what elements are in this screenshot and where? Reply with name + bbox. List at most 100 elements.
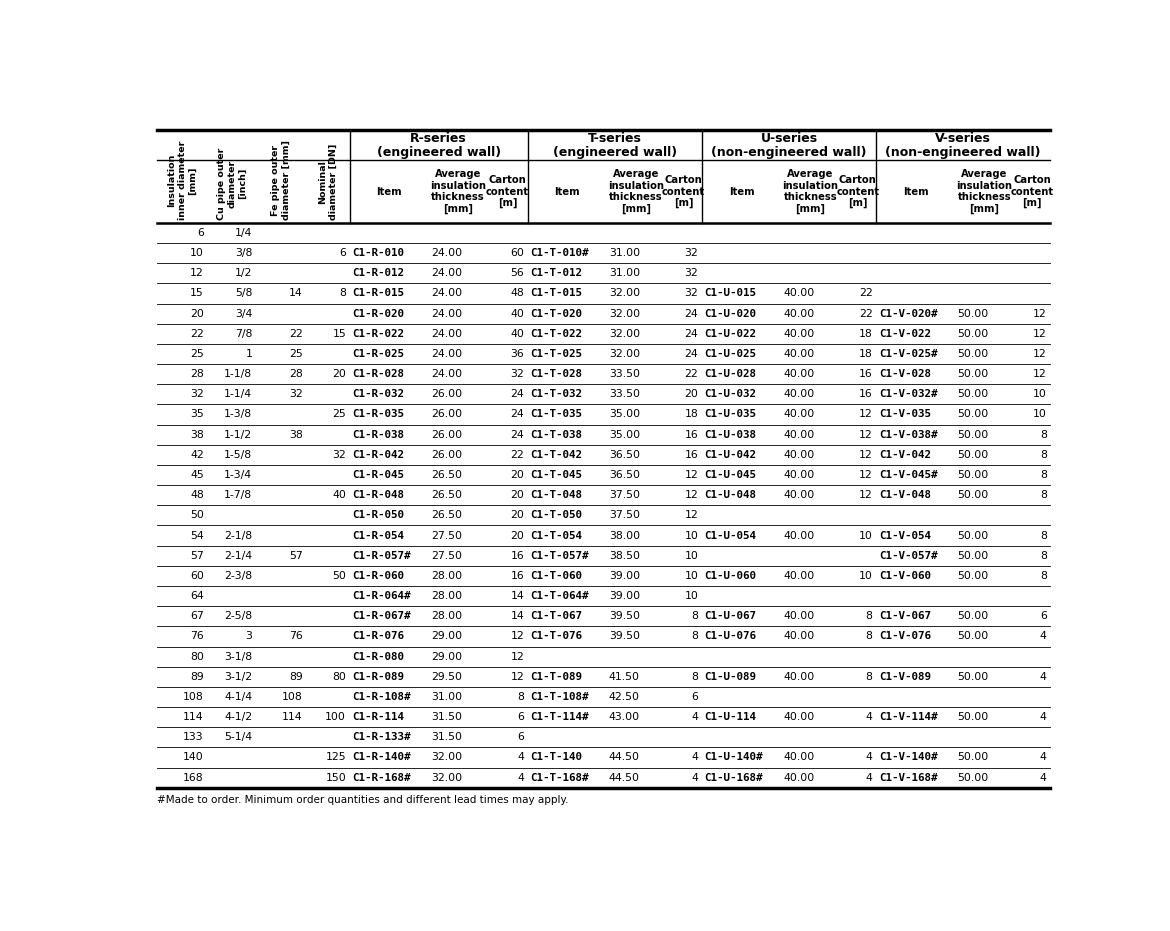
Text: C1-U-114: C1-U-114	[704, 712, 757, 722]
Text: 31.50: 31.50	[431, 712, 462, 722]
Text: 44.50: 44.50	[608, 752, 640, 762]
Text: C1-R-015: C1-R-015	[352, 289, 405, 299]
Text: C1-U-045: C1-U-045	[704, 470, 757, 480]
Text: 39.00: 39.00	[608, 591, 640, 601]
Text: 24.00: 24.00	[431, 248, 462, 258]
Text: 50.00: 50.00	[957, 349, 989, 359]
Text: 1-1/2: 1-1/2	[225, 430, 253, 439]
Text: 14: 14	[510, 591, 524, 601]
Text: 4: 4	[1040, 773, 1047, 783]
Text: 22: 22	[684, 370, 698, 379]
Text: 40.00: 40.00	[783, 712, 814, 722]
Text: 125: 125	[325, 752, 346, 762]
Text: U-series: U-series	[760, 132, 818, 145]
Text: 32.00: 32.00	[608, 289, 640, 299]
Text: 8: 8	[1040, 470, 1047, 480]
Text: 50.00: 50.00	[957, 631, 989, 641]
Text: C1-U-067: C1-U-067	[704, 612, 757, 621]
Text: 4: 4	[866, 773, 873, 783]
Text: C1-U-020: C1-U-020	[704, 308, 757, 318]
Text: 12: 12	[859, 450, 873, 460]
Text: 24.00: 24.00	[431, 349, 462, 359]
Text: 6: 6	[197, 228, 204, 238]
Text: 8: 8	[1040, 430, 1047, 439]
Text: 1-7/8: 1-7/8	[225, 491, 253, 500]
Text: 35.00: 35.00	[608, 410, 640, 420]
Text: C1-R-032: C1-R-032	[352, 389, 405, 399]
Text: C1-T-020: C1-T-020	[530, 308, 583, 318]
Text: 12: 12	[1033, 349, 1047, 359]
Text: 16: 16	[684, 450, 698, 460]
Text: 89: 89	[289, 672, 303, 681]
Text: 12: 12	[510, 672, 524, 681]
Text: (engineered wall): (engineered wall)	[377, 146, 501, 159]
Text: T-series: T-series	[587, 132, 642, 145]
Text: 50.00: 50.00	[957, 450, 989, 460]
Text: 1-3/8: 1-3/8	[225, 410, 253, 420]
Text: 31.00: 31.00	[608, 248, 640, 258]
Text: 4: 4	[1040, 712, 1047, 722]
Text: 32: 32	[684, 289, 698, 299]
Text: 12: 12	[190, 268, 204, 278]
Text: 10: 10	[684, 551, 698, 560]
Text: 1/2: 1/2	[235, 268, 253, 278]
Text: 26.00: 26.00	[431, 389, 462, 399]
Text: 12: 12	[1033, 370, 1047, 379]
Text: 50.00: 50.00	[957, 370, 989, 379]
Text: 80: 80	[190, 652, 204, 662]
Text: 64: 64	[190, 591, 204, 601]
Text: C1-R-042: C1-R-042	[352, 450, 405, 460]
Text: 114: 114	[282, 712, 303, 722]
Text: 4-1/4: 4-1/4	[225, 692, 253, 702]
Text: 20: 20	[510, 510, 524, 520]
Text: 36: 36	[510, 349, 524, 359]
Text: 28.00: 28.00	[431, 612, 462, 621]
Text: 40.00: 40.00	[783, 531, 814, 541]
Text: C1-R-133#: C1-R-133#	[352, 733, 411, 742]
Text: 12: 12	[859, 410, 873, 420]
Text: 4: 4	[1040, 631, 1047, 641]
Text: C1-T-050: C1-T-050	[530, 510, 583, 520]
Text: 26.00: 26.00	[431, 410, 462, 420]
Text: 24.00: 24.00	[431, 268, 462, 278]
Text: 26.50: 26.50	[431, 470, 462, 480]
Text: R-series: R-series	[411, 132, 467, 145]
Text: 40: 40	[510, 329, 524, 339]
Text: C1-T-010#: C1-T-010#	[530, 248, 589, 258]
Text: 44.50: 44.50	[608, 773, 640, 783]
Text: C1-V-032#: C1-V-032#	[879, 389, 937, 399]
Text: 50.00: 50.00	[957, 672, 989, 681]
Text: C1-U-032: C1-U-032	[704, 389, 757, 399]
Text: 3-1/2: 3-1/2	[225, 672, 253, 681]
Text: 8: 8	[866, 631, 873, 641]
Text: V-series: V-series	[935, 132, 991, 145]
Text: 50: 50	[190, 510, 204, 520]
Text: Carton
content
[m]: Carton content [m]	[486, 175, 529, 209]
Text: 10: 10	[190, 248, 204, 258]
Text: Carton
content
[m]: Carton content [m]	[837, 175, 880, 209]
Text: 20: 20	[510, 470, 524, 480]
Text: Average
insulation
thickness
[mm]: Average insulation thickness [mm]	[608, 169, 665, 214]
Text: 24.00: 24.00	[431, 289, 462, 299]
Text: Item: Item	[729, 186, 755, 196]
Text: 43.00: 43.00	[608, 712, 640, 722]
Text: 25: 25	[332, 410, 346, 420]
Text: 108: 108	[282, 692, 303, 702]
Text: 31.00: 31.00	[608, 268, 640, 278]
Text: 50.00: 50.00	[957, 551, 989, 560]
Text: C1-V-140#: C1-V-140#	[879, 752, 937, 762]
Text: 28: 28	[190, 370, 204, 379]
Text: 2-3/8: 2-3/8	[225, 571, 253, 581]
Text: 15: 15	[332, 329, 346, 339]
Text: 12: 12	[510, 631, 524, 641]
Text: 24: 24	[684, 349, 698, 359]
Text: 8: 8	[1040, 531, 1047, 541]
Text: 40.00: 40.00	[783, 491, 814, 500]
Text: 40.00: 40.00	[783, 752, 814, 762]
Text: Fe pipe outer
diameter [mm]: Fe pipe outer diameter [mm]	[271, 140, 290, 220]
Text: 50.00: 50.00	[957, 712, 989, 722]
Text: 7/8: 7/8	[235, 329, 253, 339]
Text: 150: 150	[325, 773, 346, 783]
Text: 18: 18	[684, 410, 698, 420]
Text: 8: 8	[691, 612, 698, 621]
